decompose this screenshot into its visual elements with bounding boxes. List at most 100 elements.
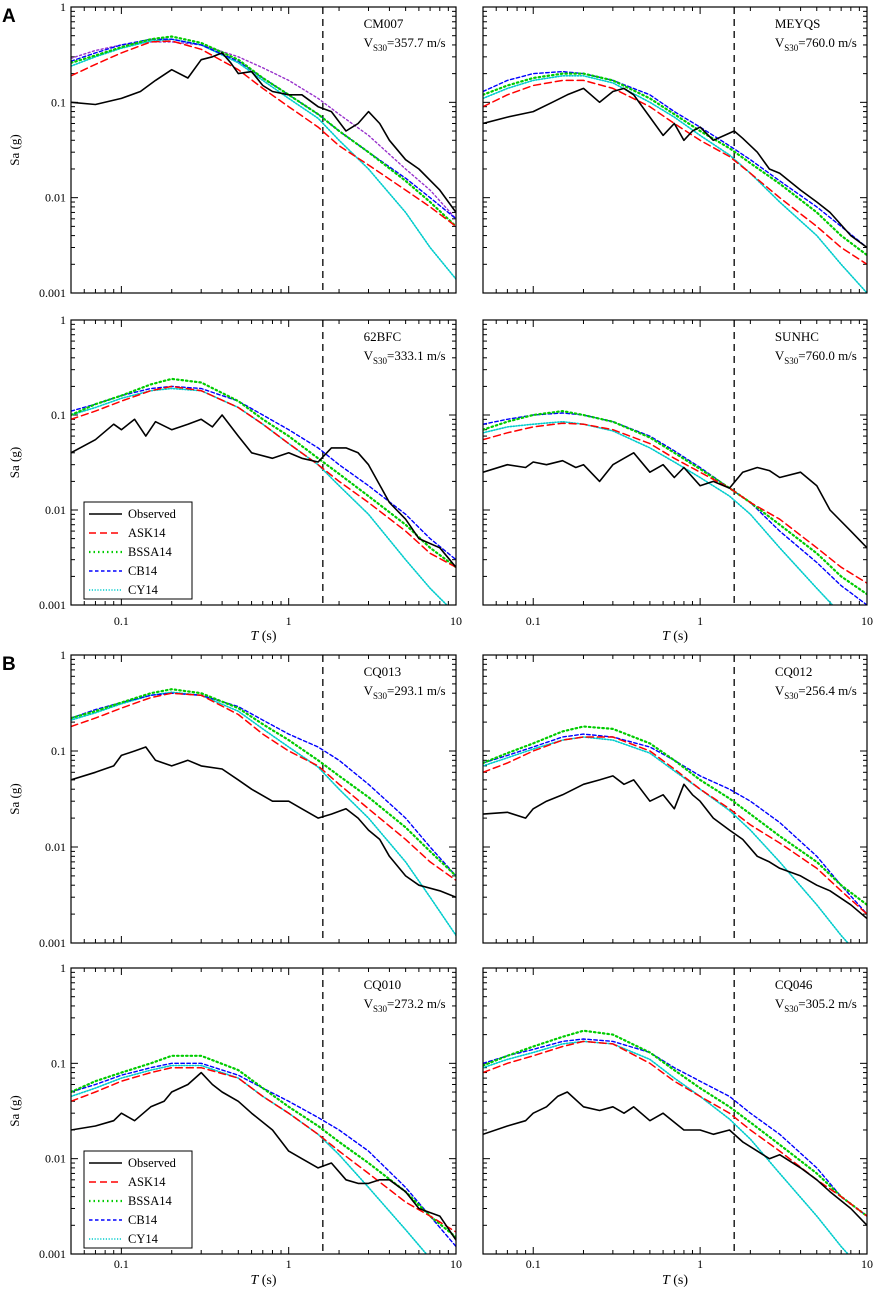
y-tick-label: 0.01 xyxy=(45,840,66,854)
y-tick-label: 0.001 xyxy=(39,1247,66,1261)
legend-label-observed: Observed xyxy=(128,507,177,521)
station-label: CQ013 xyxy=(364,664,402,679)
station-label: CQ010 xyxy=(364,977,402,992)
panel-label-b: B xyxy=(2,654,16,675)
series-bssa14 xyxy=(71,1054,456,1239)
series-ask14 xyxy=(71,692,456,882)
vs30-label: VS30=305.2 m/s xyxy=(775,996,857,1014)
subplot-cq010: CQ010 VS30=273.2 m/s 0.001 0.01 0.1 1 Sa (g) 0.… xyxy=(7,961,462,1288)
series-group xyxy=(483,1029,867,1254)
legend-label-cb14: CB14 xyxy=(128,1213,158,1227)
x-tick-label: 10 xyxy=(450,614,462,628)
subplot-sunhc: SUNHC VS30=760.0 m/s 0.1 1 10 T (s) xyxy=(482,319,873,644)
legend-label-bssa14: BSSA14 xyxy=(128,545,173,559)
station-label: CQ012 xyxy=(775,664,813,679)
x-tick-label: 10 xyxy=(450,1257,462,1271)
series-bssa14 xyxy=(71,35,456,228)
series-extra xyxy=(71,41,456,220)
vs30-label: VS30=357.7 m/s xyxy=(364,35,446,53)
subplot-62bfc: 62BFC VS30=333.1 m/s 0.001 0.01 0.1 1 Sa (g) 0.… xyxy=(7,313,462,644)
vs30-label: VS30=760.0 m/s xyxy=(775,35,857,53)
series-observed xyxy=(483,1091,867,1227)
x-tick-label: 1 xyxy=(697,614,703,628)
series-observed xyxy=(71,52,456,214)
x-tick-label: 1 xyxy=(286,614,292,628)
y-tick-label: 0.1 xyxy=(51,408,66,422)
series-ask14 xyxy=(71,385,456,568)
series-ask14 xyxy=(483,736,867,915)
legend-label-cb14: CB14 xyxy=(128,564,158,578)
legend-label-observed: Observed xyxy=(128,1156,177,1170)
x-tick-label: 10 xyxy=(861,614,873,628)
y-tick-label: 0.01 xyxy=(45,1152,66,1166)
legend-box xyxy=(83,1150,193,1249)
legend-label-cy14: CY14 xyxy=(128,1232,159,1246)
subplot-cq046: CQ046 VS30=305.2 m/s 0.1 1 10 T (s) xyxy=(482,967,873,1288)
x-axis-label: T (s) xyxy=(250,1273,276,1288)
y-tick-label: 0.001 xyxy=(39,598,66,612)
x-axis-label: T (s) xyxy=(662,629,688,644)
plot-frame xyxy=(482,6,868,294)
legend-box xyxy=(83,501,193,600)
legend: Observed ASK14 BSSA14 CB14 CY14 xyxy=(83,501,193,600)
x-tick-label: 10 xyxy=(861,1257,873,1271)
y-axis-label: Sa (g) xyxy=(7,447,22,478)
panel-label-a: A xyxy=(2,6,16,27)
series-bssa14 xyxy=(483,725,867,906)
series-cb14 xyxy=(71,385,456,561)
y-axis-label: Sa (g) xyxy=(7,1095,22,1126)
series-observed xyxy=(71,414,456,569)
plot-frame xyxy=(482,654,868,944)
x-tick-label: 0.1 xyxy=(114,1257,129,1271)
series-ask14 xyxy=(71,40,456,228)
vs30-label: VS30=256.4 m/s xyxy=(775,683,857,701)
x-axis-label: T (s) xyxy=(662,1273,688,1288)
subplot-cm007: CM007 VS30=357.7 m/s 0.001 0.01 0.1 1 Sa (g) xyxy=(7,0,457,300)
legend-label-bssa14: BSSA14 xyxy=(128,1194,173,1208)
series-ask14 xyxy=(483,79,867,266)
station-label: MEYQS xyxy=(775,16,821,31)
series-observed xyxy=(483,775,867,920)
series-cb14 xyxy=(483,1038,867,1217)
plot-frame xyxy=(70,967,457,1255)
series-group xyxy=(71,35,456,280)
axis-ticks xyxy=(70,654,457,944)
x-tick-label: 0.1 xyxy=(526,614,541,628)
series-cy14 xyxy=(483,736,849,943)
subplot-cq012: CQ012 VS30=256.4 m/s xyxy=(482,654,868,944)
series-group xyxy=(71,688,456,937)
series-group xyxy=(483,70,867,293)
x-tick-label: 0.1 xyxy=(526,1257,541,1271)
series-group xyxy=(71,1054,456,1254)
series-observed xyxy=(483,451,867,549)
plot-frame xyxy=(70,319,457,606)
series-observed xyxy=(483,87,867,249)
vs30-label: VS30=760.0 m/s xyxy=(775,348,857,366)
station-label: CM007 xyxy=(364,16,404,31)
series-ask14 xyxy=(483,422,867,584)
y-tick-label: 1 xyxy=(60,0,66,14)
y-tick-label: 1 xyxy=(60,648,66,662)
series-group xyxy=(483,725,867,943)
series-observed xyxy=(71,746,456,899)
vs30-label: VS30=273.2 m/s xyxy=(364,996,446,1014)
y-tick-label: 1 xyxy=(60,313,66,327)
series-observed xyxy=(71,1071,456,1241)
series-bssa14 xyxy=(71,377,456,569)
y-tick-label: 0.001 xyxy=(39,936,66,950)
series-cy14 xyxy=(71,387,448,605)
series-ask14 xyxy=(71,1066,456,1233)
y-axis-label: Sa (g) xyxy=(7,134,22,165)
series-bssa14 xyxy=(483,410,867,596)
y-axis-label: Sa (g) xyxy=(7,783,22,814)
x-tick-label: 1 xyxy=(697,1257,703,1271)
station-label: SUNHC xyxy=(775,329,819,344)
series-bssa14 xyxy=(483,1029,867,1218)
subplots: CM007 VS30=357.7 m/s 0.001 0.01 0.1 1 Sa (g) ME… xyxy=(7,0,873,1288)
plot-frame xyxy=(482,319,868,606)
series-cb14 xyxy=(71,38,456,220)
subplot-cq013: CQ013 VS30=293.1 m/s 0.001 0.01 0.1 1 Sa (g) xyxy=(7,648,457,950)
x-tick-label: 1 xyxy=(286,1257,292,1271)
legend-label-ask14: ASK14 xyxy=(128,526,166,540)
